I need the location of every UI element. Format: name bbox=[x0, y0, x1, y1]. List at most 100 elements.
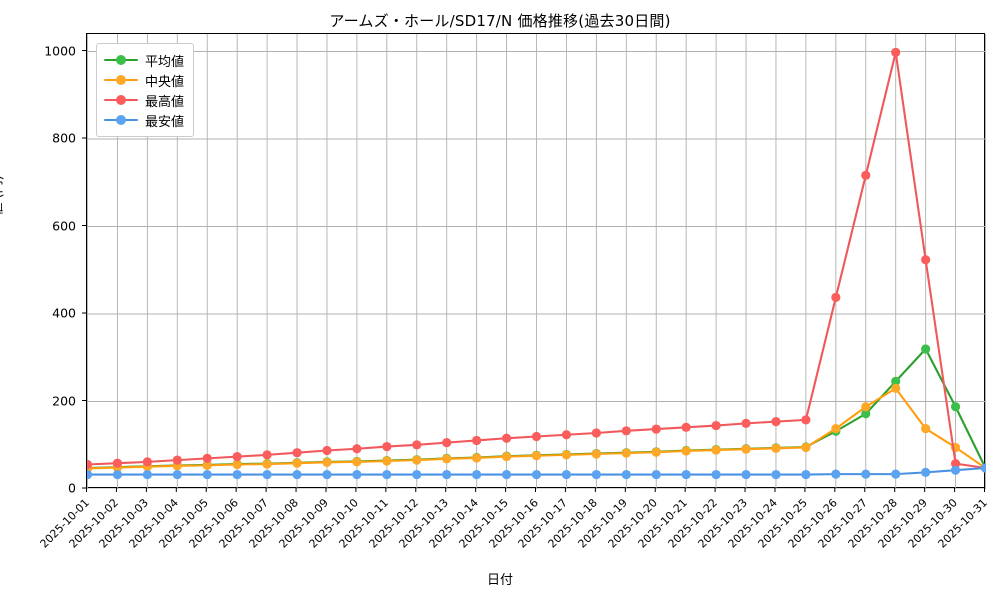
data-point bbox=[621, 469, 631, 480]
data-point bbox=[561, 469, 572, 480]
data-point bbox=[472, 469, 482, 480]
data-point bbox=[891, 469, 901, 479]
data-point bbox=[232, 452, 242, 462]
y-axis-label: 値 (円) bbox=[0, 175, 6, 215]
data-point bbox=[831, 292, 841, 302]
data-point bbox=[412, 469, 422, 480]
data-point bbox=[202, 460, 212, 470]
data-point bbox=[232, 459, 242, 470]
data-point bbox=[591, 449, 601, 459]
data-point bbox=[262, 450, 272, 460]
data-point bbox=[921, 424, 931, 434]
chart-gridlines bbox=[87, 34, 986, 489]
data-point bbox=[561, 450, 572, 460]
data-point bbox=[651, 424, 661, 434]
data-point bbox=[980, 463, 986, 473]
data-point bbox=[472, 435, 482, 446]
data-point bbox=[651, 447, 661, 457]
data-point bbox=[801, 442, 811, 453]
y-tick-label: 200 bbox=[52, 393, 76, 408]
data-point bbox=[142, 469, 152, 480]
data-point bbox=[322, 457, 332, 467]
data-point bbox=[531, 469, 542, 480]
data-point bbox=[352, 469, 362, 480]
data-point bbox=[442, 469, 452, 480]
data-point bbox=[681, 446, 691, 456]
data-point bbox=[681, 469, 691, 480]
data-point bbox=[232, 469, 242, 480]
y-tick-label: 1000 bbox=[44, 43, 76, 58]
y-tick-label: 600 bbox=[52, 218, 76, 233]
data-point bbox=[741, 444, 751, 454]
data-point bbox=[831, 424, 841, 434]
data-point bbox=[711, 445, 721, 455]
data-point bbox=[891, 47, 901, 57]
legend-item-4[interactable]: 最安値 bbox=[104, 110, 184, 130]
legend-swatch-icon bbox=[104, 113, 138, 127]
data-point bbox=[950, 459, 961, 469]
legend-swatch-icon bbox=[104, 73, 138, 87]
data-point bbox=[771, 443, 781, 453]
data-point bbox=[591, 469, 601, 480]
x-axis-label: 日付 bbox=[486, 573, 513, 588]
data-point bbox=[112, 469, 123, 480]
data-point bbox=[442, 438, 452, 448]
data-point bbox=[352, 444, 362, 454]
data-point bbox=[87, 469, 93, 480]
series-line bbox=[87, 347, 986, 470]
data-point bbox=[262, 469, 272, 480]
data-point bbox=[292, 448, 302, 458]
y-axis-tick-labels: 0 200 400 600 800 1000 bbox=[12, 33, 76, 496]
data-point bbox=[382, 469, 392, 480]
data-point bbox=[322, 469, 332, 480]
legend-label: 最安値 bbox=[145, 114, 185, 130]
data-point bbox=[202, 469, 212, 480]
data-point bbox=[681, 422, 691, 432]
legend-item-3[interactable]: 最高値 bbox=[104, 90, 184, 110]
data-point bbox=[352, 457, 362, 467]
legend-item-2[interactable]: 中央値 bbox=[104, 70, 184, 90]
data-point bbox=[561, 430, 572, 440]
data-point bbox=[501, 433, 512, 443]
legend-label: 平均値 bbox=[145, 54, 185, 70]
data-point bbox=[412, 440, 422, 450]
data-point bbox=[202, 453, 212, 463]
data-point bbox=[531, 431, 542, 442]
legend-label: 中央値 bbox=[145, 74, 185, 90]
data-point bbox=[87, 459, 93, 470]
data-point bbox=[472, 453, 482, 463]
data-point bbox=[262, 459, 272, 469]
data-point bbox=[501, 469, 512, 480]
data-point bbox=[711, 469, 721, 480]
data-point bbox=[861, 170, 871, 180]
chart-legend[interactable]: 平均値中央値最高値最安値 bbox=[96, 43, 195, 137]
y-tick-label: 400 bbox=[52, 305, 76, 321]
data-point bbox=[801, 415, 811, 425]
data-point bbox=[112, 458, 123, 468]
data-point bbox=[801, 469, 811, 480]
data-point bbox=[921, 467, 931, 477]
x-axis-tick-labels: 2025-10-01 2025-10-02 2025-10-03 2025-10-04… bbox=[37, 492, 989, 572]
data-point bbox=[861, 409, 871, 419]
data-point bbox=[382, 441, 392, 452]
series-3 bbox=[87, 47, 986, 473]
data-point bbox=[711, 420, 721, 431]
data-point bbox=[891, 383, 901, 393]
data-point bbox=[382, 456, 392, 466]
data-point bbox=[771, 417, 781, 427]
data-point bbox=[501, 452, 512, 462]
legend-swatch-icon bbox=[104, 93, 138, 107]
data-point bbox=[831, 469, 841, 479]
data-point bbox=[322, 445, 332, 456]
chart-series-layer bbox=[87, 47, 986, 480]
data-point bbox=[591, 428, 601, 438]
y-tick-label: 0 bbox=[68, 480, 76, 496]
data-point bbox=[950, 402, 961, 412]
data-point bbox=[861, 402, 871, 412]
data-point bbox=[861, 469, 871, 479]
legend-item-1[interactable]: 平均値 bbox=[104, 50, 184, 70]
legend-label: 最高値 bbox=[145, 94, 185, 110]
data-point bbox=[741, 469, 751, 480]
data-point bbox=[412, 455, 422, 465]
data-point bbox=[172, 469, 182, 480]
